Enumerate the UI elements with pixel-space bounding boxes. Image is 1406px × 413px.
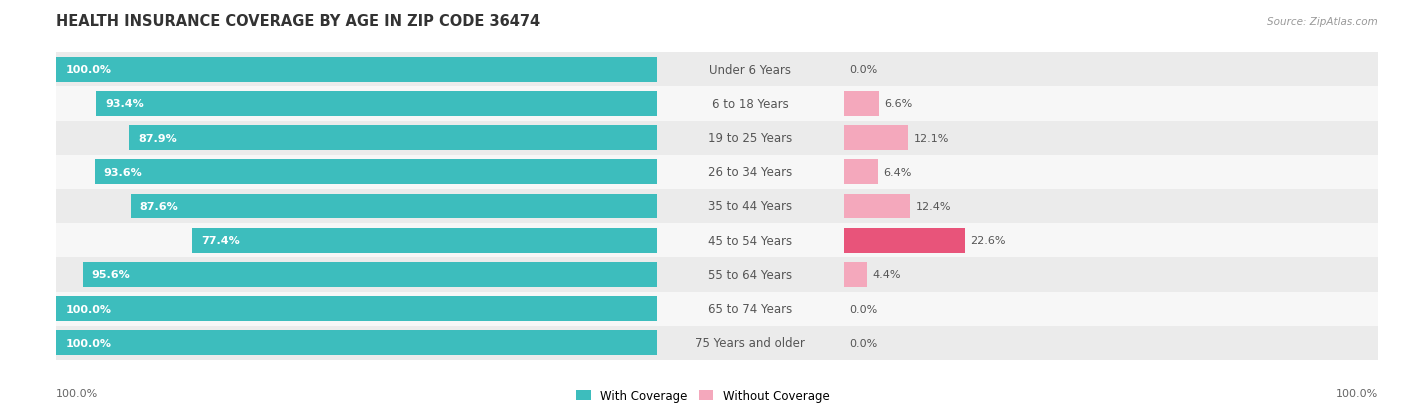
Text: 93.6%: 93.6% <box>104 167 142 177</box>
Bar <box>56 53 657 87</box>
Bar <box>657 326 844 360</box>
Text: 100.0%: 100.0% <box>65 338 111 348</box>
Bar <box>657 87 844 121</box>
Bar <box>657 223 844 258</box>
Bar <box>657 292 844 326</box>
Bar <box>129 126 657 151</box>
Bar <box>844 121 1378 155</box>
Bar <box>844 326 1378 360</box>
Bar <box>94 160 657 185</box>
Text: 6.6%: 6.6% <box>884 99 912 109</box>
Bar <box>657 53 844 87</box>
Bar <box>844 190 1378 223</box>
Text: 95.6%: 95.6% <box>91 270 131 280</box>
Text: 6.4%: 6.4% <box>883 167 911 177</box>
Bar <box>56 190 657 223</box>
Bar <box>657 121 844 155</box>
Text: 100.0%: 100.0% <box>1336 388 1378 398</box>
Bar <box>844 53 1378 87</box>
Bar <box>56 58 657 82</box>
Text: 35 to 44 Years: 35 to 44 Years <box>709 200 793 213</box>
Legend: With Coverage, Without Coverage: With Coverage, Without Coverage <box>572 385 834 407</box>
Text: 75 Years and older: 75 Years and older <box>696 337 806 349</box>
Text: 87.9%: 87.9% <box>138 133 177 143</box>
Text: 55 to 64 Years: 55 to 64 Years <box>709 268 793 281</box>
Bar <box>96 92 657 116</box>
Bar <box>131 194 657 219</box>
Bar <box>844 292 1378 326</box>
Bar <box>844 262 868 287</box>
Text: 77.4%: 77.4% <box>201 236 240 246</box>
Bar <box>56 223 657 258</box>
Text: 45 to 54 Years: 45 to 54 Years <box>709 234 793 247</box>
Bar <box>844 194 910 219</box>
Bar <box>844 223 1378 258</box>
Text: HEALTH INSURANCE COVERAGE BY AGE IN ZIP CODE 36474: HEALTH INSURANCE COVERAGE BY AGE IN ZIP … <box>56 14 540 29</box>
Text: 22.6%: 22.6% <box>970 236 1005 246</box>
Text: 26 to 34 Years: 26 to 34 Years <box>709 166 793 179</box>
Bar <box>56 292 657 326</box>
Bar <box>56 331 657 355</box>
Bar <box>844 87 1378 121</box>
Bar <box>56 297 657 321</box>
Bar <box>83 262 657 287</box>
Bar <box>657 190 844 223</box>
Bar <box>844 92 879 116</box>
Text: 12.1%: 12.1% <box>914 133 949 143</box>
Bar <box>56 121 657 155</box>
Bar <box>657 155 844 190</box>
Bar <box>844 258 1378 292</box>
Text: 87.6%: 87.6% <box>139 202 179 211</box>
Bar <box>844 155 1378 190</box>
Text: 6 to 18 Years: 6 to 18 Years <box>711 97 789 111</box>
Text: 100.0%: 100.0% <box>65 65 111 75</box>
Text: 12.4%: 12.4% <box>915 202 950 211</box>
Text: 0.0%: 0.0% <box>849 65 877 75</box>
Text: 100.0%: 100.0% <box>56 388 98 398</box>
Bar <box>844 228 965 253</box>
Text: 4.4%: 4.4% <box>873 270 901 280</box>
Bar <box>193 228 657 253</box>
Text: 65 to 74 Years: 65 to 74 Years <box>709 302 793 316</box>
Bar <box>56 87 657 121</box>
Text: Under 6 Years: Under 6 Years <box>710 64 792 76</box>
Text: 93.4%: 93.4% <box>105 99 143 109</box>
Text: Source: ZipAtlas.com: Source: ZipAtlas.com <box>1267 17 1378 26</box>
Text: 100.0%: 100.0% <box>65 304 111 314</box>
Text: 19 to 25 Years: 19 to 25 Years <box>709 132 793 145</box>
Bar <box>56 258 657 292</box>
Bar <box>657 258 844 292</box>
Text: 0.0%: 0.0% <box>849 338 877 348</box>
Bar <box>844 160 879 185</box>
Text: 0.0%: 0.0% <box>849 304 877 314</box>
Bar <box>844 126 908 151</box>
Bar <box>56 155 657 190</box>
Bar <box>56 326 657 360</box>
